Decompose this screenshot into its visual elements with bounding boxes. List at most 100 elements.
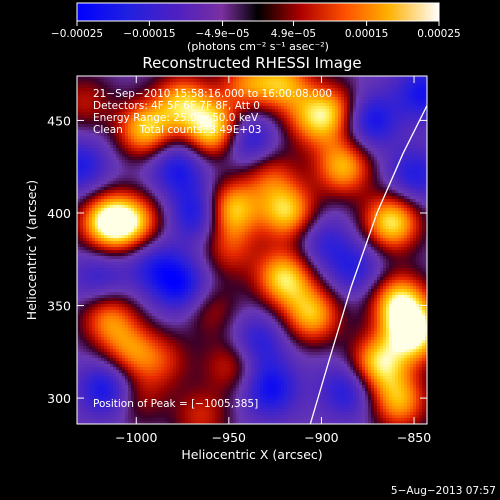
heatmap-cell — [245, 184, 248, 187]
heatmap-cell — [374, 196, 377, 199]
heatmap-cell — [287, 169, 290, 172]
heatmap-cell — [233, 82, 236, 85]
heatmap-cell — [197, 82, 200, 85]
heatmap-cell — [116, 109, 119, 112]
heatmap-cell — [410, 154, 413, 157]
heatmap-cell — [347, 193, 350, 196]
heatmap-cell — [290, 184, 293, 187]
heatmap-cell — [98, 76, 101, 79]
heatmap-cell — [251, 94, 254, 97]
heatmap-cell — [254, 127, 257, 130]
heatmap-cell — [410, 160, 413, 163]
heatmap-cell — [302, 103, 305, 106]
heatmap-cell — [407, 106, 410, 109]
heatmap-cell — [140, 139, 143, 142]
heatmap-cell — [272, 133, 275, 136]
heatmap-cell — [416, 136, 419, 139]
heatmap-cell — [338, 160, 341, 163]
heatmap-cell — [251, 130, 254, 133]
heatmap-cell — [203, 193, 206, 196]
heatmap-cell — [296, 169, 299, 172]
heatmap-cell — [152, 94, 155, 97]
heatmap-cell — [347, 154, 350, 157]
heatmap-cell — [254, 202, 257, 205]
heatmap-cell — [317, 184, 320, 187]
heatmap-cell — [179, 124, 182, 127]
heatmap-cell — [176, 112, 179, 115]
heatmap-cell — [92, 121, 95, 124]
heatmap-cell — [266, 133, 269, 136]
heatmap-cell — [95, 181, 98, 184]
heatmap-cell — [137, 163, 140, 166]
heatmap-cell — [344, 79, 347, 82]
heatmap-cell — [278, 100, 281, 103]
heatmap-cell — [215, 163, 218, 166]
heatmap-cell — [332, 193, 335, 196]
heatmap-cell — [395, 142, 398, 145]
heatmap-cell — [188, 106, 191, 109]
heatmap-cell — [422, 76, 425, 79]
heatmap-cell — [347, 175, 350, 178]
heatmap-cell — [236, 151, 239, 154]
heatmap-cell — [233, 163, 236, 166]
heatmap-cell — [362, 166, 365, 169]
heatmap-cell — [299, 118, 302, 121]
heatmap-cell — [254, 121, 257, 124]
heatmap-cell — [212, 184, 215, 187]
heatmap-cell — [332, 178, 335, 181]
heatmap-cell — [344, 181, 347, 184]
heatmap-cell — [191, 145, 194, 148]
heatmap-cell — [227, 109, 230, 112]
heatmap-cell — [362, 172, 365, 175]
heatmap-cell — [398, 136, 401, 139]
heatmap-cell — [245, 100, 248, 103]
heatmap-cell — [392, 97, 395, 100]
heatmap-cell — [134, 151, 137, 154]
heatmap-cell — [371, 133, 374, 136]
heatmap-cell — [305, 187, 308, 190]
heatmap-cell — [368, 154, 371, 157]
heatmap-cell — [104, 136, 107, 139]
heatmap-cell — [146, 91, 149, 94]
heatmap-cell — [419, 145, 422, 148]
heatmap-cell — [224, 163, 227, 166]
heatmap-cell — [260, 100, 263, 103]
heatmap-cell — [356, 91, 359, 94]
heatmap-cell — [182, 85, 185, 88]
heatmap-cell — [257, 94, 260, 97]
heatmap-cell — [80, 121, 83, 124]
heatmap-cell — [188, 193, 191, 196]
heatmap-cell — [215, 169, 218, 172]
heatmap-cell — [239, 160, 242, 163]
heatmap-cell — [281, 157, 284, 160]
heatmap-cell — [95, 79, 98, 82]
heatmap-cell — [113, 151, 116, 154]
heatmap-cell — [380, 82, 383, 85]
heatmap-cell — [407, 103, 410, 106]
heatmap-cell — [392, 172, 395, 175]
heatmap-cell — [179, 88, 182, 91]
heatmap-cell — [269, 184, 272, 187]
heatmap-cell — [365, 193, 368, 196]
heatmap-cell — [152, 136, 155, 139]
heatmap-cell — [365, 115, 368, 118]
heatmap-cell — [80, 115, 83, 118]
heatmap-cell — [416, 88, 419, 91]
heatmap-cell — [134, 172, 137, 175]
heatmap-cell — [119, 106, 122, 109]
heatmap-cell — [278, 118, 281, 121]
heatmap-cell — [335, 139, 338, 142]
heatmap-cell — [113, 106, 116, 109]
heatmap-cell — [332, 130, 335, 133]
heatmap-cell — [92, 139, 95, 142]
heatmap-cell — [263, 88, 266, 91]
heatmap-cell — [143, 166, 146, 169]
heatmap-cell — [80, 79, 83, 82]
heatmap-cell — [89, 97, 92, 100]
heatmap-cell — [296, 97, 299, 100]
heatmap-cell — [386, 163, 389, 166]
heatmap-cell — [200, 202, 203, 205]
heatmap-cell — [173, 106, 176, 109]
heatmap-cell — [320, 175, 323, 178]
heatmap-cell — [143, 100, 146, 103]
